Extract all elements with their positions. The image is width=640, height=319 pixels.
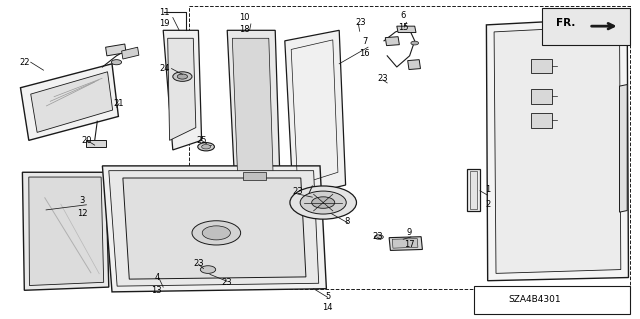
Text: 11: 11 xyxy=(159,8,170,17)
Text: 6: 6 xyxy=(401,11,406,20)
Text: 21: 21 xyxy=(114,99,124,108)
Text: 17: 17 xyxy=(404,240,415,249)
Text: 13: 13 xyxy=(152,286,162,295)
Polygon shape xyxy=(123,178,306,279)
Polygon shape xyxy=(620,85,627,212)
Circle shape xyxy=(411,41,419,45)
Circle shape xyxy=(202,226,230,240)
Text: 22: 22 xyxy=(19,58,29,67)
Polygon shape xyxy=(531,113,552,128)
Circle shape xyxy=(290,186,356,219)
Text: 15: 15 xyxy=(398,23,408,32)
Polygon shape xyxy=(109,171,319,286)
Polygon shape xyxy=(494,26,621,273)
Polygon shape xyxy=(392,239,418,248)
Text: 1: 1 xyxy=(485,185,490,194)
Text: 10: 10 xyxy=(239,13,250,22)
Text: 20: 20 xyxy=(82,136,92,145)
Text: 24: 24 xyxy=(160,64,170,73)
Text: 7: 7 xyxy=(362,37,367,46)
Polygon shape xyxy=(385,37,399,46)
Polygon shape xyxy=(531,89,552,104)
Text: 8: 8 xyxy=(345,217,350,226)
Circle shape xyxy=(192,221,241,245)
Text: 23: 23 xyxy=(222,278,232,287)
Polygon shape xyxy=(285,30,346,198)
Polygon shape xyxy=(243,172,266,180)
Text: 23: 23 xyxy=(193,259,204,268)
Text: SZA4B4301: SZA4B4301 xyxy=(509,295,561,304)
Polygon shape xyxy=(122,47,139,59)
Circle shape xyxy=(111,60,122,65)
Circle shape xyxy=(374,235,383,239)
Bar xyxy=(542,8,630,45)
Polygon shape xyxy=(227,30,280,199)
Text: 16: 16 xyxy=(360,49,370,58)
Polygon shape xyxy=(20,64,118,140)
Bar xyxy=(189,6,630,289)
Polygon shape xyxy=(408,60,420,70)
Circle shape xyxy=(200,266,216,273)
Text: 9: 9 xyxy=(407,228,412,237)
Circle shape xyxy=(198,143,214,151)
Polygon shape xyxy=(486,18,628,281)
Text: 25: 25 xyxy=(196,136,207,145)
Text: 3: 3 xyxy=(79,197,84,205)
Text: 23: 23 xyxy=(292,187,303,196)
Circle shape xyxy=(202,145,211,149)
Circle shape xyxy=(177,74,188,79)
Polygon shape xyxy=(31,72,113,132)
Polygon shape xyxy=(106,44,126,56)
Text: 14: 14 xyxy=(323,303,333,312)
Polygon shape xyxy=(232,38,273,188)
Bar xyxy=(474,286,630,314)
Text: 19: 19 xyxy=(159,19,170,28)
Text: 23: 23 xyxy=(355,18,365,27)
Polygon shape xyxy=(531,59,552,73)
Polygon shape xyxy=(29,177,104,286)
Polygon shape xyxy=(163,30,202,150)
Polygon shape xyxy=(22,172,109,290)
Text: 5: 5 xyxy=(325,292,330,301)
Circle shape xyxy=(312,197,335,208)
Text: 23: 23 xyxy=(378,74,388,83)
Polygon shape xyxy=(102,166,326,292)
Polygon shape xyxy=(467,169,480,211)
Circle shape xyxy=(300,191,346,214)
Polygon shape xyxy=(168,38,196,140)
Text: 18: 18 xyxy=(239,25,250,34)
Polygon shape xyxy=(397,26,416,33)
Text: 4: 4 xyxy=(154,273,159,282)
Text: 23: 23 xyxy=(372,232,383,241)
Text: 12: 12 xyxy=(77,209,87,218)
Text: FR.: FR. xyxy=(556,18,575,28)
Text: 2: 2 xyxy=(485,200,490,209)
Polygon shape xyxy=(389,237,422,250)
Circle shape xyxy=(173,72,192,81)
Polygon shape xyxy=(470,171,477,209)
Polygon shape xyxy=(86,140,106,147)
